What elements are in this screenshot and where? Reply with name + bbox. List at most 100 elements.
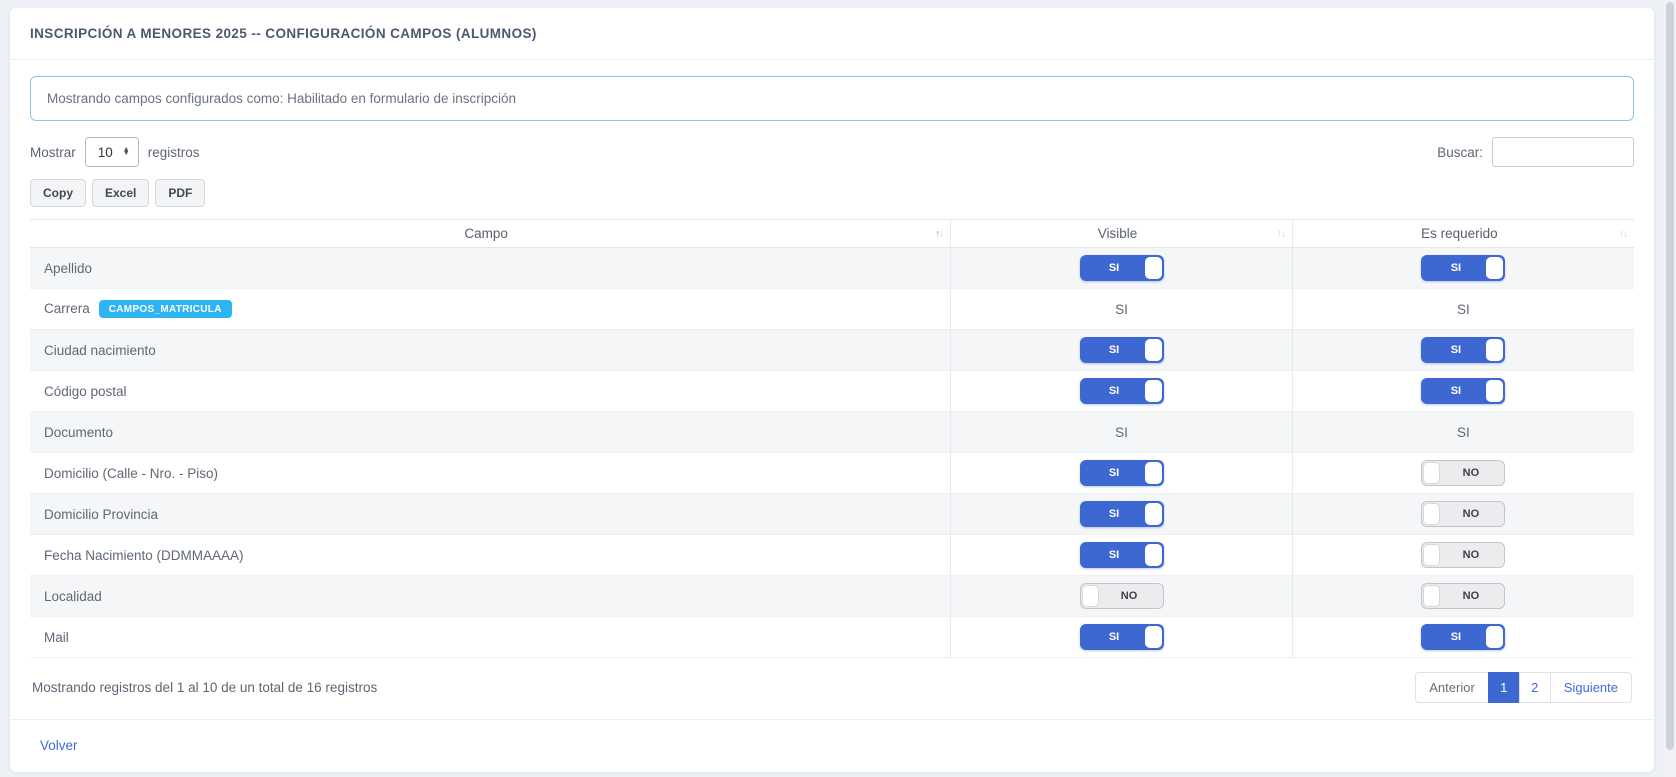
toggle-label: SI [1108, 467, 1120, 479]
search-label: Buscar: [1437, 144, 1483, 160]
toggle-label: SI [1108, 344, 1120, 356]
field-name: Domicilio Provincia [44, 506, 159, 522]
toggle-knob [1486, 257, 1504, 279]
requerido-cell: NO [1291, 452, 1634, 494]
toggle-knob [1144, 257, 1162, 279]
pagination-prev[interactable]: Anterior [1415, 672, 1489, 703]
visible-toggle[interactable]: SI [1079, 542, 1164, 568]
search-input[interactable] [1492, 137, 1634, 167]
field-badge: CAMPOS_MATRICULA [98, 300, 232, 318]
toggle-knob [1144, 339, 1162, 361]
toggle-knob [1486, 339, 1504, 361]
card-body: Mostrando campos configurados como: Habi… [10, 60, 1654, 719]
field-name-cell: Mail [30, 616, 951, 658]
field-name-cell: Localidad [30, 575, 951, 617]
page-size-select[interactable]: 10 ▲ ▼ [84, 137, 139, 167]
field-name: Documento [44, 424, 114, 440]
pagination-next[interactable]: Siguiente [1549, 672, 1632, 703]
toggle-label: NO [1462, 549, 1480, 561]
table-row: Ciudad nacimiento SI SI [30, 329, 1634, 371]
table-row: Domicilio Provincia SI NO [30, 493, 1634, 535]
table-body: Apellido SI SI Carrera CAMPOS_MATRICULA SI SI C… [30, 247, 1634, 658]
requerido-cell: NO [1291, 534, 1634, 576]
table-row: Fecha Nacimiento (DDMMAAAA) SI NO [30, 534, 1634, 576]
requerido-toggle[interactable]: NO [1421, 583, 1506, 609]
requerido-cell: SI [1291, 411, 1634, 453]
visible-toggle[interactable]: SI [1079, 337, 1164, 363]
toggle-knob [1144, 544, 1162, 566]
table-row: Domicilio (Calle - Nro. - Piso) SI NO [30, 452, 1634, 494]
sort-icon: ↑↓ [1276, 228, 1286, 239]
requerido-cell: SI [1291, 370, 1634, 412]
requerido-toggle[interactable]: NO [1421, 501, 1506, 527]
visible-text: SI [1115, 424, 1128, 440]
visible-cell: SI [950, 411, 1293, 453]
toggle-knob [1486, 380, 1504, 402]
visible-cell: NO [950, 575, 1293, 617]
visible-text: SI [1115, 301, 1128, 317]
column-header-es-requerido[interactable]: Es requerido ↑↓ [1291, 219, 1634, 248]
toggle-knob [1144, 626, 1162, 648]
visible-toggle[interactable]: SI [1079, 460, 1164, 486]
field-name-cell: Apellido [30, 247, 951, 289]
toggle-label: SI [1450, 385, 1462, 397]
field-name: Mail [44, 629, 69, 645]
pagination-page-2[interactable]: 2 [1518, 672, 1551, 703]
requerido-text: SI [1457, 301, 1470, 317]
field-name-cell: Carrera CAMPOS_MATRICULA [30, 288, 951, 330]
toggle-label: NO [1462, 467, 1480, 479]
page-size-value: 10 [97, 144, 113, 160]
visible-toggle[interactable]: SI [1079, 624, 1164, 650]
card-header: INSCRIPCIÓN A MENORES 2025 -- CONFIGURAC… [10, 8, 1654, 60]
field-name: Código postal [44, 383, 127, 399]
pagination-page-1[interactable]: 1 [1487, 672, 1520, 703]
visible-toggle[interactable]: SI [1079, 255, 1164, 281]
back-link[interactable]: Volver [40, 738, 78, 753]
field-name: Carrera [44, 301, 90, 316]
toggle-knob [1144, 462, 1162, 484]
visible-cell: SI [950, 493, 1293, 535]
copy-button[interactable]: Copy [30, 179, 86, 207]
requerido-toggle[interactable]: NO [1421, 460, 1506, 486]
requerido-toggle[interactable]: SI [1421, 337, 1506, 363]
card-footer: Volver [10, 719, 1654, 772]
visible-toggle[interactable]: SI [1079, 378, 1164, 404]
field-name-cell: Documento [30, 411, 951, 453]
export-buttons: Copy Excel PDF [30, 179, 1634, 207]
pdf-button[interactable]: PDF [155, 179, 206, 207]
requerido-toggle[interactable]: SI [1421, 378, 1506, 404]
search-control: Buscar: [1437, 137, 1634, 167]
sort-icon: ↑↓ [935, 228, 944, 239]
field-name: Localidad [44, 588, 102, 604]
scrollbar-thumb[interactable] [1666, 2, 1674, 750]
requerido-cell: SI [1291, 288, 1634, 330]
pagination: Anterior 1 2 Siguiente [1415, 672, 1632, 703]
field-name-cell: Código postal [30, 370, 951, 412]
requerido-toggle[interactable]: SI [1421, 255, 1506, 281]
toggle-label: NO [1462, 590, 1480, 602]
visible-cell: SI [950, 288, 1293, 330]
scrollbar[interactable] [1664, 0, 1676, 777]
requerido-toggle[interactable]: NO [1421, 542, 1506, 568]
info-box: Mostrando campos configurados como: Habi… [30, 76, 1634, 121]
field-name-cell: Domicilio Provincia [30, 493, 951, 535]
requerido-toggle[interactable]: SI [1421, 624, 1506, 650]
table-row: Carrera CAMPOS_MATRICULA SI SI [30, 288, 1634, 330]
visible-toggle[interactable]: SI [1079, 501, 1164, 527]
requerido-cell: NO [1291, 575, 1634, 617]
field-name: Apellido [44, 260, 93, 276]
toggle-label: NO [1120, 590, 1138, 602]
column-header-visible[interactable]: Visible ↑↓ [950, 219, 1293, 248]
toggle-label: SI [1108, 385, 1120, 397]
excel-button[interactable]: Excel [92, 179, 150, 207]
toggle-knob [1423, 503, 1441, 525]
requerido-cell: SI [1291, 329, 1634, 371]
column-header-campo[interactable]: Campo ↑↓ [30, 219, 951, 248]
toggle-label: SI [1450, 344, 1462, 356]
visible-cell: SI [950, 452, 1293, 494]
table-row: Documento SI SI [30, 411, 1634, 453]
table-controls: Mostrar 10 ▲ ▼ registros Buscar: [30, 137, 1634, 167]
toggle-label: SI [1108, 262, 1120, 274]
toggle-label: SI [1108, 549, 1120, 561]
visible-toggle[interactable]: NO [1079, 583, 1164, 609]
